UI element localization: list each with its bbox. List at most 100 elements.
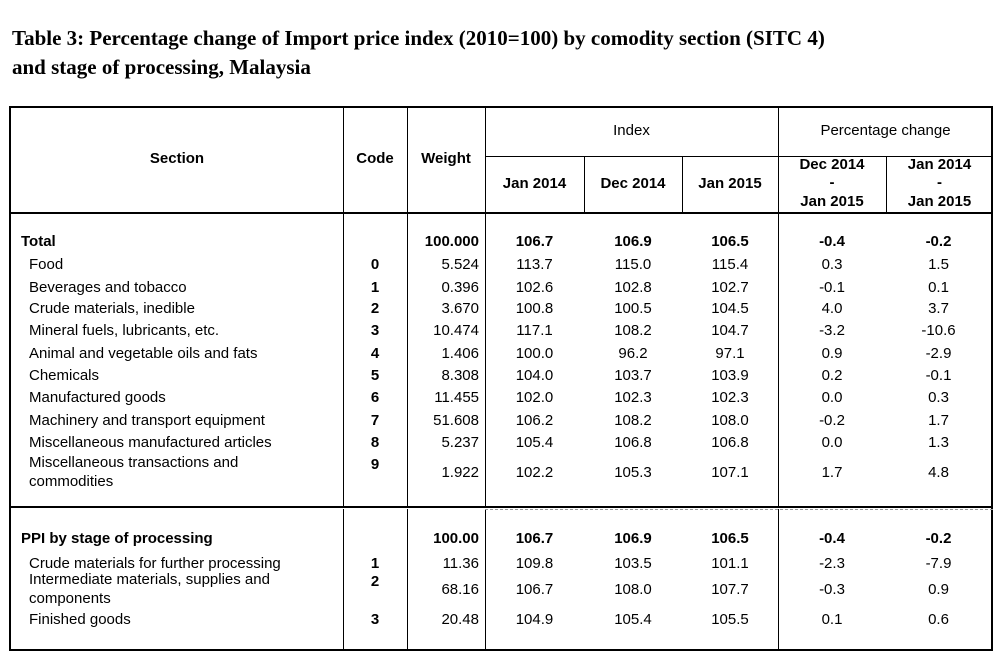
row-label-line-1: Miscellaneous transactions and — [29, 454, 239, 471]
cell-weight: 1.406 — [441, 345, 479, 362]
cell-i3: 106.8 — [711, 434, 749, 451]
row-label: Total — [21, 233, 56, 250]
cell-i1: 104.9 — [515, 611, 554, 628]
cell-i2: 106.9 — [614, 233, 652, 250]
cell-p1: 0.9 — [821, 345, 843, 362]
header-code: Code — [356, 150, 394, 167]
cell-p1: -2.3 — [819, 555, 845, 572]
cell-i2: 103.7 — [614, 367, 652, 384]
cell-p1: 4.0 — [821, 300, 843, 317]
cell-i1: 100.8 — [515, 300, 554, 317]
cell-i2: 105.4 — [614, 611, 652, 628]
cell-i3: 106.5 — [711, 233, 749, 250]
cell-i1: 113.7 — [516, 256, 553, 273]
cell-code: 8 — [370, 434, 380, 451]
cell-i3: 103.9 — [711, 367, 749, 384]
cell-p2: 1.3 — [928, 434, 949, 451]
cell-weight: 5.524 — [441, 256, 479, 273]
cell-code: 0 — [370, 256, 380, 273]
row-label-line-2: commodities — [29, 473, 114, 490]
cell-i3: 104.7 — [711, 322, 749, 339]
cell-i1: 106.2 — [515, 412, 554, 429]
data-table: Section Code Weight Index Percentage cha… — [9, 106, 993, 651]
col-divider — [584, 156, 585, 212]
cell-i3: 104.5 — [711, 300, 749, 317]
header-jan-2014: Jan 2014 — [502, 175, 567, 192]
cell-i1: 106.7 — [515, 530, 554, 547]
col-divider — [407, 108, 408, 508]
cell-i3: 108.0 — [711, 412, 749, 429]
cell-i3: 102.3 — [711, 389, 749, 406]
title-line-1: Table 3: Percentage change of Import pri… — [12, 26, 825, 50]
cell-i1: 106.7 — [515, 581, 554, 598]
cell-p2: -0.1 — [925, 367, 952, 384]
cell-code: 3 — [370, 611, 380, 628]
row-label-line-2: components — [29, 590, 111, 607]
cell-weight: 51.608 — [433, 412, 479, 429]
cell-i3: 107.7 — [711, 581, 749, 598]
cell-weight: 11.455 — [434, 389, 479, 406]
col-divider — [485, 108, 486, 508]
header-subdivider — [485, 156, 993, 157]
cell-weight: 68.16 — [441, 581, 479, 598]
cell-i2: 108.2 — [614, 412, 652, 429]
cell-p2: 0.3 — [928, 389, 949, 406]
cell-p1: 0.0 — [821, 389, 843, 406]
cell-p1: 0.1 — [821, 611, 843, 628]
cell-p1: -0.4 — [819, 530, 845, 547]
section-divider — [11, 506, 993, 508]
cell-i2: 108.2 — [614, 322, 652, 339]
cell-i2: 96.2 — [618, 345, 648, 362]
cell-i1: 106.7 — [515, 233, 554, 250]
row-label: Beverages and tobacco — [29, 279, 187, 296]
row-label: Crude materials, inedible — [29, 300, 195, 317]
cell-i2: 100.5 — [614, 300, 652, 317]
cell-i2: 102.8 — [614, 279, 652, 296]
cell-i3: 102.7 — [711, 279, 749, 296]
cell-weight: 10.474 — [433, 322, 479, 339]
header-index: Index — [613, 122, 650, 139]
row-label: Finished goods — [29, 611, 131, 628]
header-pc2-top: Jan 2014 — [907, 156, 972, 173]
cell-i2: 106.9 — [614, 530, 652, 547]
row-label: Food — [29, 256, 64, 273]
cell-i2: 105.3 — [614, 464, 652, 481]
cell-code: 6 — [370, 389, 380, 406]
row-label: Manufactured goods — [29, 389, 166, 406]
cell-i3: 101.1 — [711, 555, 749, 572]
cell-p1: -0.1 — [819, 279, 845, 296]
cell-p1: 0.2 — [821, 367, 843, 384]
row-label: Chemicals — [29, 367, 100, 384]
cell-p1: -0.3 — [819, 581, 845, 598]
cell-i3: 106.5 — [711, 530, 749, 547]
cell-i3: 107.1 — [711, 464, 749, 481]
cell-i2: 108.0 — [614, 581, 652, 598]
title-line-2: and stage of processing, Malaysia — [12, 55, 311, 79]
cell-p2: -10.6 — [921, 322, 956, 339]
cell-p2: 0.9 — [928, 581, 949, 598]
cell-code: 9 — [370, 456, 380, 473]
header-dec-2014: Dec 2014 — [600, 175, 666, 192]
cell-code: 1 — [370, 555, 380, 572]
row-label-line-1: Intermediate materials, supplies and — [29, 571, 270, 588]
header-percentage-change: Percentage change — [820, 122, 951, 139]
row-label: Animal and vegetable oils and fats — [29, 345, 258, 362]
cell-code: 2 — [370, 300, 380, 317]
header-pc2-mid: - — [937, 174, 942, 191]
cell-p2: 1.7 — [928, 412, 949, 429]
cell-weight: 1.922 — [441, 464, 479, 481]
cell-i1: 105.4 — [515, 434, 554, 451]
col-divider — [886, 156, 887, 212]
cell-i3: 97.1 — [715, 345, 745, 362]
cell-i1: 102.2 — [515, 464, 554, 481]
header-pc1-bot: Jan 2015 — [800, 193, 864, 210]
cell-i1: 109.8 — [515, 555, 554, 572]
header-section: Section — [149, 150, 205, 167]
row-label: Machinery and transport equipment — [29, 412, 265, 429]
cell-p1: -0.2 — [819, 412, 845, 429]
cell-i2: 102.3 — [614, 389, 652, 406]
cell-p2: -7.9 — [925, 555, 952, 572]
cell-weight: 0.396 — [441, 279, 479, 296]
cell-p1: 1.7 — [821, 464, 843, 481]
cell-p2: 0.1 — [928, 279, 949, 296]
